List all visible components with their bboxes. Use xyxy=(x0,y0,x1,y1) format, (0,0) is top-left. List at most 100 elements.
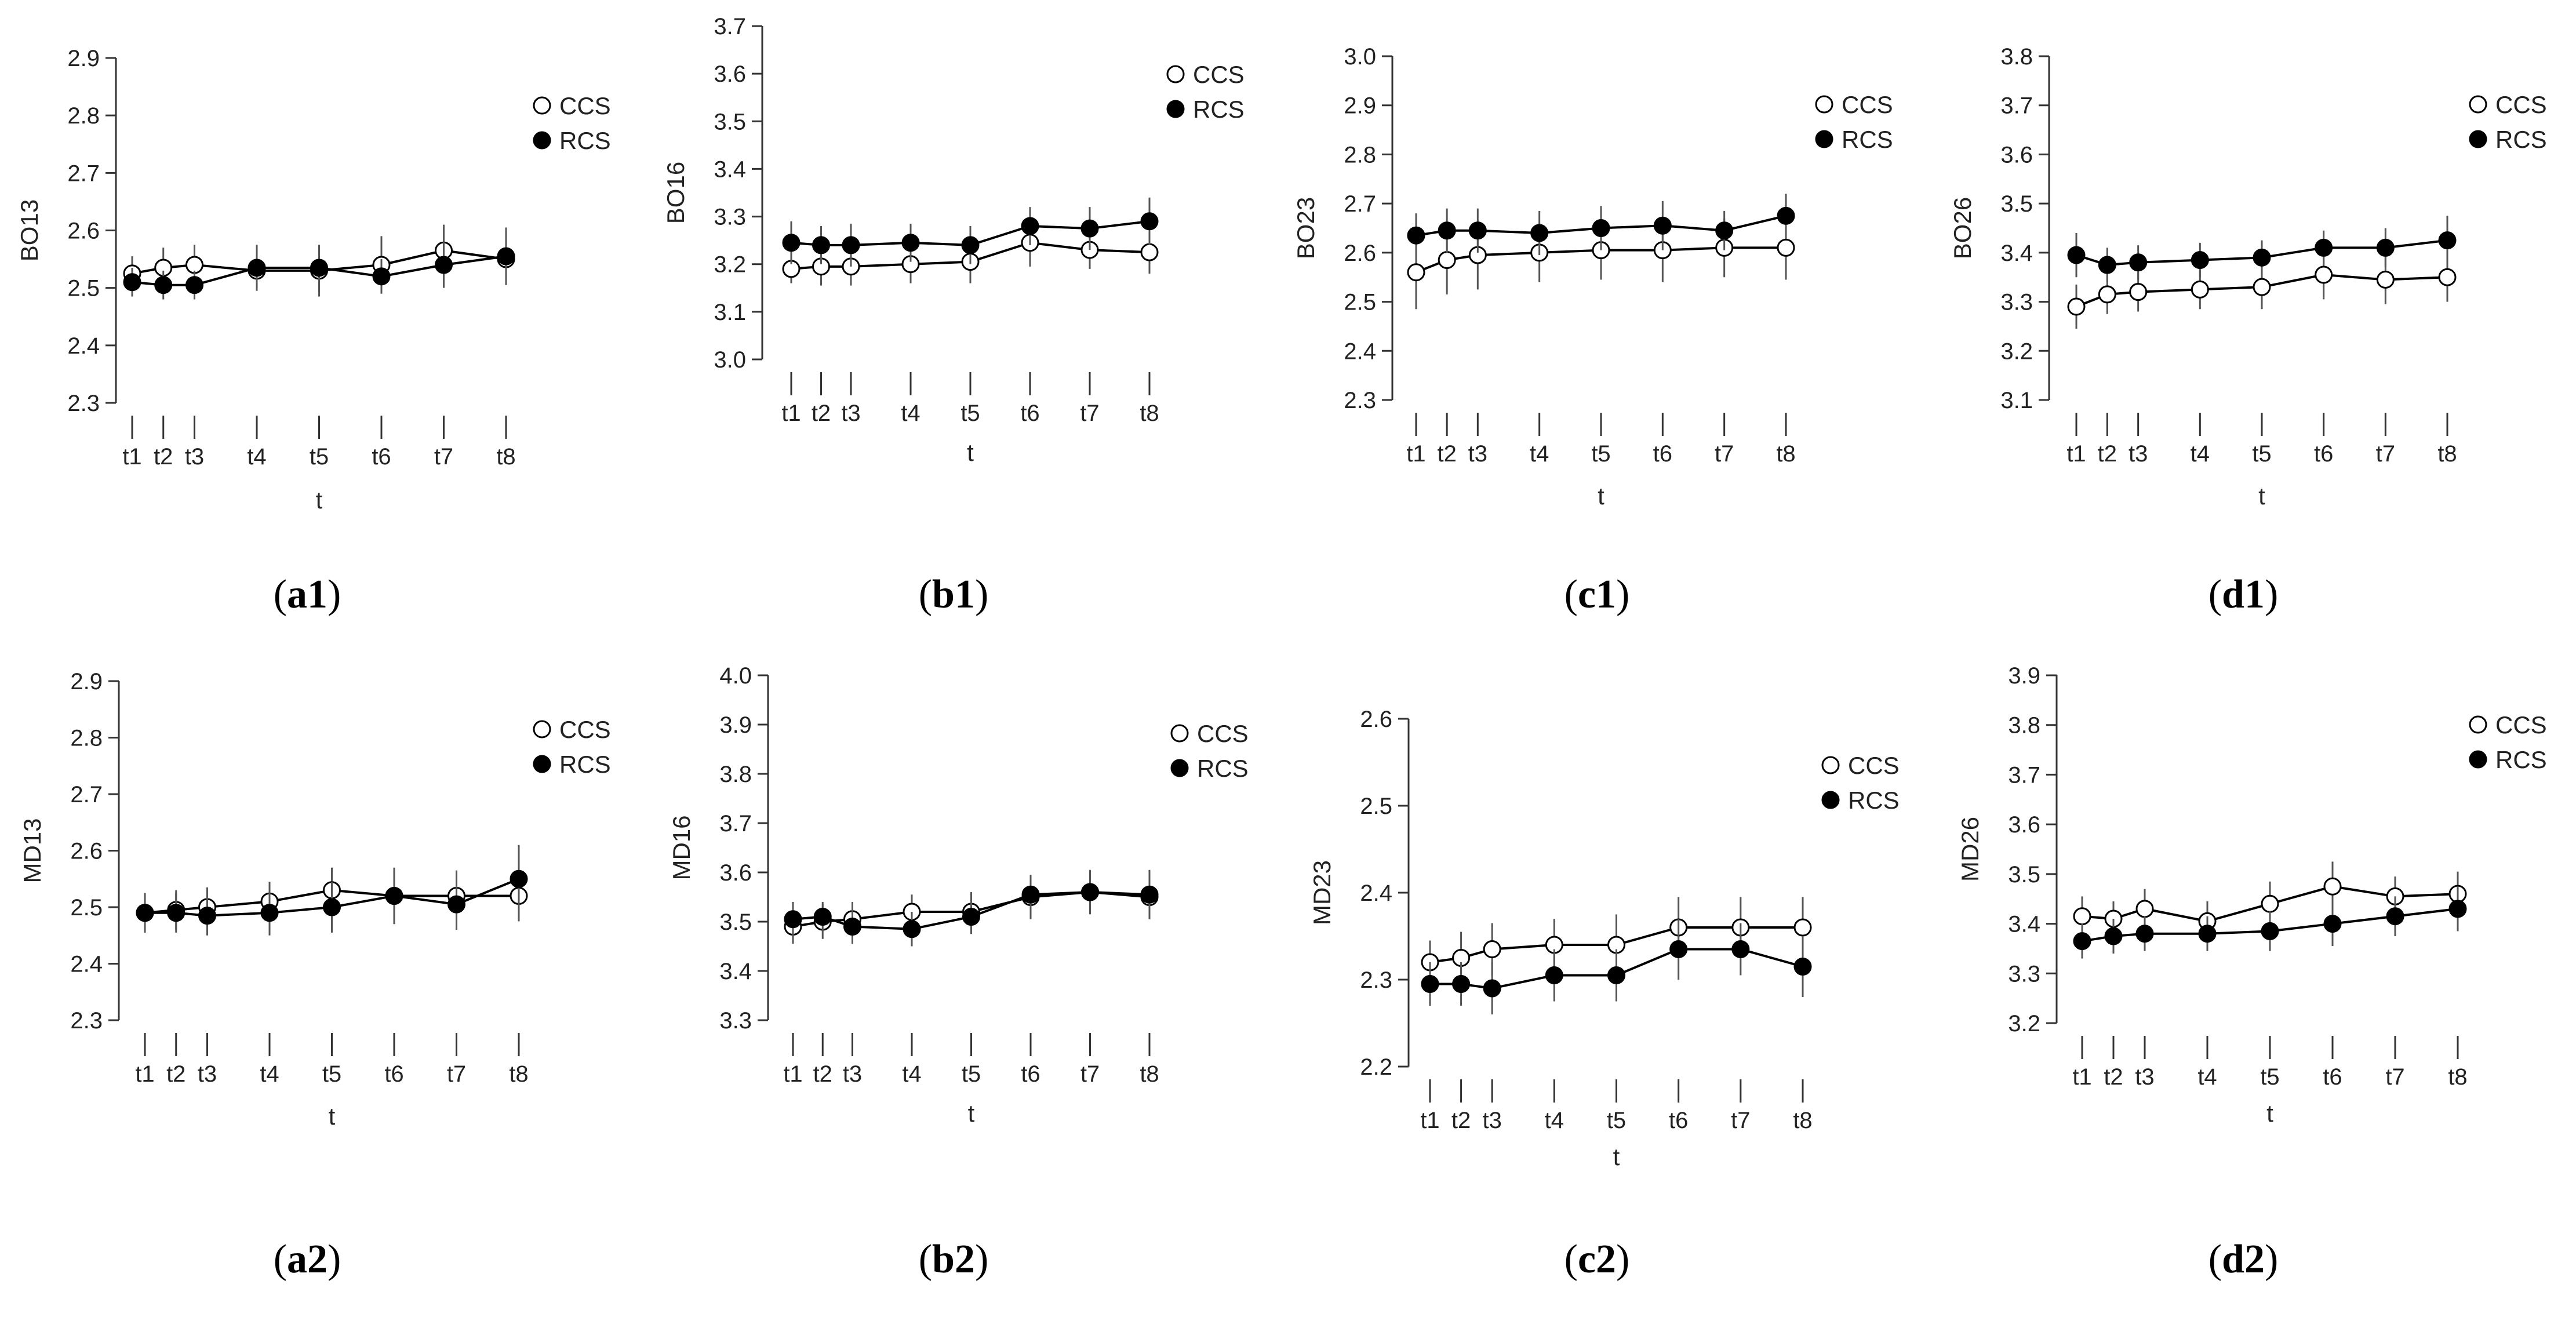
data-point-rcs xyxy=(1607,966,1625,984)
y-tick-label: 3.7 xyxy=(2008,762,2040,788)
data-point-rcs xyxy=(961,236,980,254)
y-tick-label: 2.3 xyxy=(70,1008,103,1034)
y-tick-label: 3.2 xyxy=(714,252,746,278)
data-point-ccs xyxy=(2135,900,2154,918)
y-tick-label: 3.0 xyxy=(714,347,746,373)
x-tick-label: t2 xyxy=(1437,441,1456,467)
x-tick-label: t5 xyxy=(2260,1064,2279,1090)
y-tick-label: 3.5 xyxy=(714,109,746,134)
data-point-rcs xyxy=(1653,216,1672,235)
y-tick-label: 3.4 xyxy=(714,157,746,182)
legend-marker-ccs xyxy=(1166,65,1185,83)
y-axis-title: MD16 xyxy=(668,815,695,880)
legend-label-ccs: CCS xyxy=(2495,711,2547,738)
series-rcs xyxy=(136,845,528,936)
y-tick-label: 3.8 xyxy=(2000,44,2033,70)
y-tick-label: 3.5 xyxy=(719,909,752,935)
data-point-ccs xyxy=(2067,297,2086,316)
panel-caption: (c1) xyxy=(1564,572,1630,617)
legend-label-rcs: RCS xyxy=(1848,787,1900,814)
legend-label-ccs: CCS xyxy=(1848,752,1900,779)
data-point-rcs xyxy=(1407,226,1425,245)
x-tick-label: t6 xyxy=(2323,1064,2342,1090)
data-point-rcs xyxy=(2135,925,2154,943)
y-tick-label: 3.1 xyxy=(714,300,746,325)
legend-marker-ccs xyxy=(1815,95,1833,114)
y-tick-label: 3.5 xyxy=(2000,191,2033,217)
y-tick-label: 3.3 xyxy=(2008,961,2040,987)
x-tick-label: t1 xyxy=(122,444,141,470)
x-tick-label: t2 xyxy=(812,401,831,426)
panel-caption: (d1) xyxy=(2208,572,2279,617)
legend-label-ccs: CCS xyxy=(559,716,611,743)
y-tick-label: 2.7 xyxy=(67,161,100,186)
data-point-rcs xyxy=(2191,251,2209,270)
x-tick-label: t5 xyxy=(1607,1108,1626,1133)
data-point-ccs xyxy=(2073,907,2091,926)
y-axis-title: MD23 xyxy=(1308,860,1336,925)
y-tick-label: 3.3 xyxy=(2000,290,2033,315)
y-tick-label: 2.9 xyxy=(67,46,100,71)
data-point-rcs xyxy=(903,920,921,938)
x-tick-label: t5 xyxy=(960,401,980,426)
x-tick-label: t8 xyxy=(509,1061,528,1087)
data-point-ccs xyxy=(1407,263,1425,282)
x-tick-label: t1 xyxy=(2072,1064,2091,1090)
y-tick-label: 2.9 xyxy=(1344,93,1376,119)
y-tick-label: 3.6 xyxy=(2000,142,2033,168)
x-tick-label: t6 xyxy=(1669,1108,1688,1133)
data-point-rcs xyxy=(2261,922,2279,940)
data-point-rcs xyxy=(323,898,341,916)
chart-panel-d2: 3.2 3.3 3.4 3.5 3.6 3.7 3.8 3.9 MD26 t1 t2 t3 t4 t5 t6… xyxy=(1956,663,2547,1282)
y-tick-label: 2.9 xyxy=(70,669,103,694)
x-tick-label: t1 xyxy=(135,1061,154,1087)
y-tick-label: 3.8 xyxy=(719,762,752,787)
legend: CCS RCS xyxy=(2469,91,2547,153)
panel-caption: (a2) xyxy=(274,1237,341,1282)
x-tick-label: t1 xyxy=(781,401,801,426)
y-tick-label: 3.6 xyxy=(719,860,752,886)
x-tick-label: t2 xyxy=(2104,1064,2123,1090)
x-tick-label: t6 xyxy=(384,1061,403,1087)
x-tick-label: t8 xyxy=(496,444,515,470)
y-tick-label: 2.6 xyxy=(1360,707,1392,732)
y-tick-label: 3.9 xyxy=(2008,663,2040,689)
y-axis-title: BO23 xyxy=(1292,197,1319,259)
data-point-rcs xyxy=(310,259,328,277)
x-tick-label: t4 xyxy=(1530,441,1549,467)
x-tick-label: t4 xyxy=(902,1061,921,1087)
y-tick-label: 3.5 xyxy=(2008,862,2040,887)
data-point-rcs xyxy=(435,256,453,274)
data-point-rcs xyxy=(813,908,832,926)
y-tick-label: 3.4 xyxy=(2008,912,2040,937)
panel-caption: (b2) xyxy=(919,1237,989,1282)
y-tick-label: 2.4 xyxy=(1344,339,1376,364)
legend: CCS RCS xyxy=(1166,61,1245,123)
legend-marker-rcs xyxy=(1170,759,1189,777)
y-tick-label: 3.4 xyxy=(2000,241,2033,266)
x-tick-label: t3 xyxy=(1468,441,1487,467)
data-point-rcs xyxy=(2129,253,2148,272)
data-point-rcs xyxy=(2198,925,2217,943)
x-tick-label: t7 xyxy=(2385,1064,2404,1090)
series-rcs xyxy=(123,227,515,300)
data-point-rcs xyxy=(1545,966,1563,984)
series-ccs xyxy=(2073,861,2467,941)
y-tick-label: 2.8 xyxy=(67,103,100,129)
x-tick-label: t3 xyxy=(198,1061,217,1087)
panel-caption: (a1) xyxy=(274,572,341,617)
x-tick-label: t1 xyxy=(1406,441,1425,467)
legend-label-ccs: CCS xyxy=(1197,720,1249,747)
data-point-rcs xyxy=(1731,940,1750,958)
x-tick-label: t7 xyxy=(1731,1108,1750,1133)
data-point-ccs xyxy=(2191,280,2209,299)
data-point-rcs xyxy=(1421,975,1439,993)
x-tick-label: t2 xyxy=(813,1061,832,1087)
legend-label-rcs: RCS xyxy=(2495,746,2547,773)
legend-marker-rcs xyxy=(1821,791,1840,809)
x-tick-label: t3 xyxy=(843,1061,862,1087)
panel-caption: (b1) xyxy=(919,572,989,617)
data-point-rcs xyxy=(185,276,203,294)
chart-panel-c1: 2.3 2.4 2.5 2.6 2.7 2.8 2.9 3.0 BO23 t1 t2 t3 t4 t5 t6… xyxy=(1292,44,1893,617)
x-tick-label: t4 xyxy=(2197,1064,2217,1090)
